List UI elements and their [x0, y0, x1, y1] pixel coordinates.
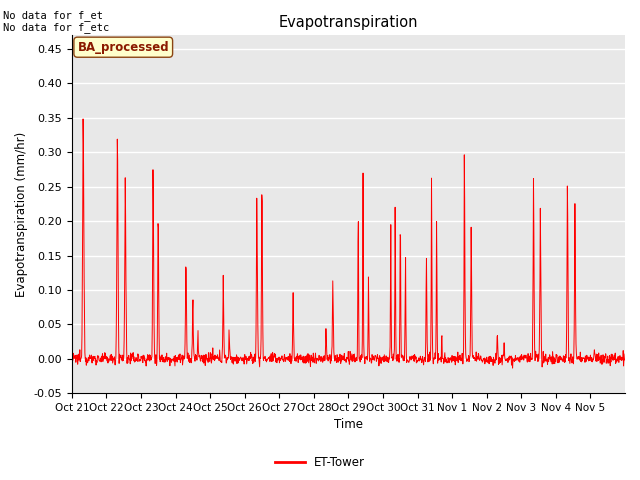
Text: No data for f_et
No data for f_etc: No data for f_et No data for f_etc [3, 10, 109, 33]
Legend: ET-Tower: ET-Tower [270, 452, 370, 474]
Text: BA_processed: BA_processed [77, 41, 169, 54]
X-axis label: Time: Time [334, 419, 363, 432]
Y-axis label: Evapotranspiration (mm/hr): Evapotranspiration (mm/hr) [15, 132, 28, 297]
Title: Evapotranspiration: Evapotranspiration [278, 15, 418, 30]
